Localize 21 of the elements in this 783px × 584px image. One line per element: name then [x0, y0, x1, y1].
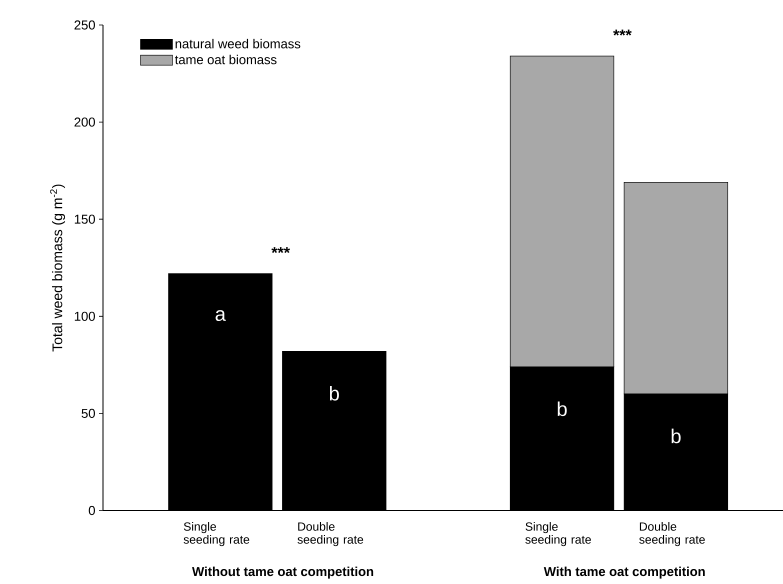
y-axis-title: Total weed biomass (g m$^{-2}$)	[50, 184, 66, 352]
annotation: b	[672, 428, 681, 444]
y-tick-label: 250	[74, 20, 95, 30]
annotation: ***	[613, 30, 632, 36]
x-tick-label: Double seeding rate	[298, 522, 364, 546]
annotation: b	[330, 386, 339, 401]
y-tick-label: 100	[74, 312, 95, 321]
legend-label: natural weed biomass	[176, 38, 300, 48]
annotation: a	[216, 310, 226, 322]
annotation: ***	[271, 247, 290, 254]
legend-label: tame oat biomass	[174, 54, 277, 64]
x-tick-label: Double seeding rate	[639, 522, 705, 546]
x-tick-label: Single seeding rate	[184, 522, 250, 546]
y-tick-label: 0	[88, 506, 95, 516]
text: With tame oat competition	[544, 566, 705, 579]
annotation: b	[558, 401, 567, 416]
text: Without tame oat competition	[192, 566, 374, 579]
y-tick-label: 200	[74, 118, 95, 127]
y-tick-label: 50	[82, 408, 95, 418]
x-tick-label: Single seeding rate	[525, 522, 591, 546]
y-tick-label: 150	[74, 214, 95, 224]
